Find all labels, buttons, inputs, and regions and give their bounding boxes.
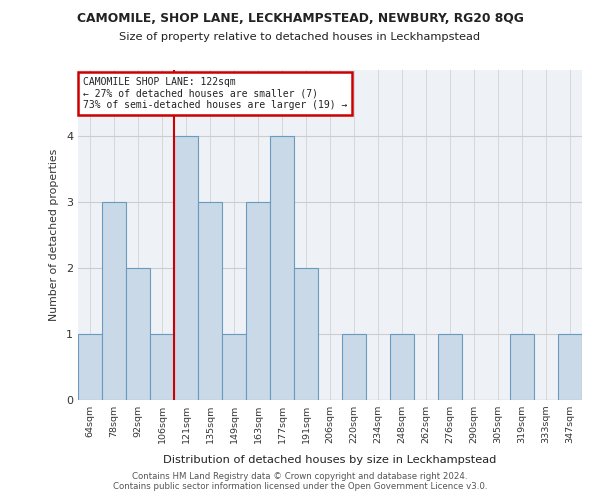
Text: Size of property relative to detached houses in Leckhampstead: Size of property relative to detached ho… (119, 32, 481, 42)
Bar (222, 334, 246, 400)
Text: CAMOMILE, SHOP LANE, LECKHAMPSTEAD, NEWBURY, RG20 8QG: CAMOMILE, SHOP LANE, LECKHAMPSTEAD, NEWB… (77, 12, 523, 26)
Bar (126, 268, 150, 400)
Bar (390, 334, 414, 400)
Bar (102, 202, 126, 400)
Y-axis label: Number of detached properties: Number of detached properties (49, 149, 59, 321)
Bar (294, 268, 318, 400)
Bar (270, 136, 294, 400)
Text: Contains HM Land Registry data © Crown copyright and database right 2024.
Contai: Contains HM Land Registry data © Crown c… (113, 472, 487, 491)
Bar (510, 334, 534, 400)
Bar (198, 202, 222, 400)
Text: CAMOMILE SHOP LANE: 122sqm
← 27% of detached houses are smaller (7)
73% of semi-: CAMOMILE SHOP LANE: 122sqm ← 27% of deta… (83, 76, 347, 110)
Bar (174, 136, 198, 400)
Bar (342, 334, 366, 400)
Bar (78, 334, 102, 400)
Bar (558, 334, 582, 400)
Bar (246, 202, 270, 400)
Bar (150, 334, 174, 400)
X-axis label: Distribution of detached houses by size in Leckhampstead: Distribution of detached houses by size … (163, 454, 497, 464)
Bar (438, 334, 462, 400)
